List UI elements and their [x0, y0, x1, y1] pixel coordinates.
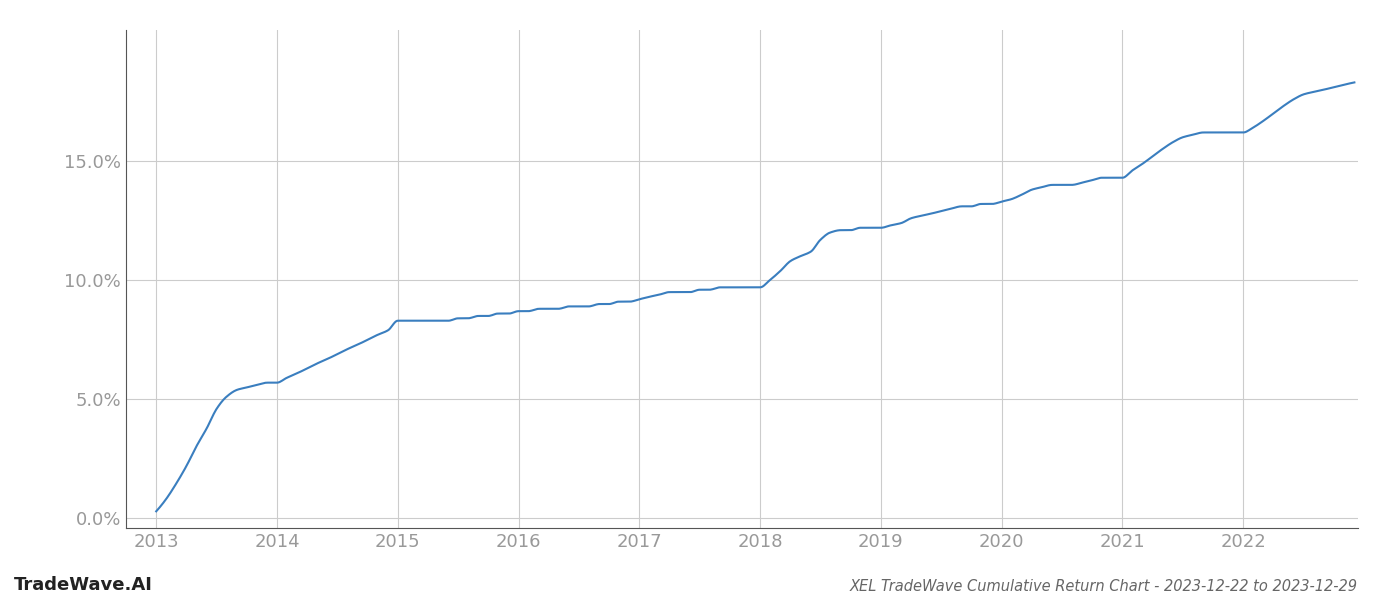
Text: XEL TradeWave Cumulative Return Chart - 2023-12-22 to 2023-12-29: XEL TradeWave Cumulative Return Chart - … — [850, 579, 1358, 594]
Text: TradeWave.AI: TradeWave.AI — [14, 576, 153, 594]
